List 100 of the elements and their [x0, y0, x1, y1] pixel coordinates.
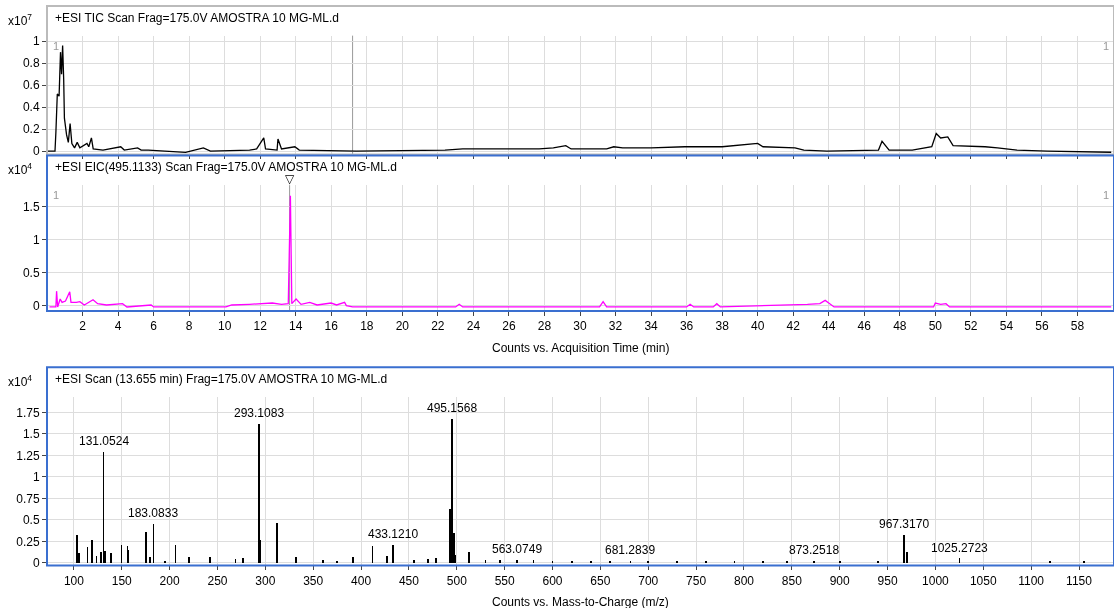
- bar: [76, 535, 78, 564]
- y-tick-label: 1.5: [22, 427, 40, 442]
- x-tick-label: 30: [573, 319, 587, 334]
- bar: [386, 556, 388, 564]
- bar: [590, 561, 592, 564]
- bar: [295, 557, 297, 564]
- annotation: 967.3170: [879, 517, 930, 531]
- bar: [242, 558, 244, 564]
- x-tick-label: 58: [1070, 319, 1085, 334]
- x-tick-label: 2: [79, 319, 87, 334]
- annotation: 1: [53, 189, 60, 201]
- x-tick-label: 38: [715, 319, 730, 334]
- x-tick-label: 300: [255, 573, 276, 588]
- x-axis-title: Counts vs. Mass-to-Charge (m/z): [492, 595, 669, 608]
- y-tick-label: 0.5: [22, 265, 40, 280]
- bar: [786, 561, 788, 564]
- bar: [145, 532, 147, 564]
- y-tick-label: 0.5: [22, 513, 40, 528]
- y-tick-label: 0.8: [22, 56, 40, 71]
- y-tick-label: 0.25: [16, 534, 40, 549]
- x-tick-label: 400: [351, 573, 372, 588]
- bar: [322, 560, 324, 564]
- x-tick-label: 42: [786, 319, 801, 334]
- x-tick-label: 600: [542, 573, 563, 588]
- y-tick-label: 0: [32, 298, 40, 313]
- x-tick-label: 18: [360, 319, 374, 334]
- bar: [427, 559, 429, 564]
- bar: [164, 561, 166, 564]
- bar: [276, 523, 278, 564]
- x-tick-label: 800: [733, 573, 755, 588]
- bar: [647, 561, 649, 564]
- annotation: ▽: [285, 172, 295, 186]
- bar: [813, 561, 815, 564]
- annotation: 183.0833: [128, 506, 179, 520]
- x-tick-label: 100: [63, 573, 85, 588]
- x-tick-label: 14: [289, 319, 303, 334]
- y-tick-label: 0.2: [22, 122, 40, 137]
- bar: [609, 561, 611, 564]
- x-tick-label: 56: [1035, 319, 1049, 334]
- bar: [468, 552, 470, 564]
- x-tick-label: 24: [466, 319, 481, 334]
- bar: [676, 561, 678, 564]
- x-tick-label: 1050: [969, 573, 997, 588]
- annotation: 1: [1103, 189, 1110, 201]
- x-tick-label: 40: [750, 319, 765, 334]
- bar: [839, 561, 841, 564]
- x-tick-label: 1150: [1066, 573, 1093, 588]
- annotation: 495.1568: [427, 401, 478, 415]
- bar: [705, 561, 707, 564]
- bar: [110, 553, 112, 564]
- bar: [499, 560, 501, 564]
- annotation: 1: [53, 40, 60, 52]
- bar: [352, 557, 354, 564]
- y-tick-label: 1.5: [22, 200, 40, 215]
- annotation: 293.1083: [234, 406, 285, 420]
- bar: [91, 540, 93, 564]
- bar: [1049, 561, 1051, 564]
- annotation: 433.1210: [368, 527, 419, 541]
- x-tick-label: 12: [253, 319, 268, 334]
- annotation: 1: [1103, 40, 1110, 52]
- x-tick-label: 10: [217, 319, 232, 334]
- y-tick-label: 0.6: [22, 78, 40, 93]
- x-tick-label: 48: [893, 319, 907, 334]
- bar: [762, 561, 764, 564]
- y-axis-title: x10$^{7}$: [8, 12, 33, 29]
- y-tick-label: 1: [32, 34, 40, 49]
- line-series: [47, 44, 1112, 153]
- bar: [877, 561, 879, 564]
- bar: [571, 561, 573, 564]
- x-tick-label: 450: [398, 573, 420, 588]
- x-tick-label: 850: [781, 573, 803, 588]
- x-tick-label: 150: [111, 573, 133, 588]
- x-tick-label: 8: [185, 319, 193, 334]
- x-tick-label: 4: [114, 319, 122, 334]
- chart-title: +ESI TIC Scan Frag=175.0V AMOSTRA 10 MG-ML.d: [55, 11, 339, 25]
- x-tick-label: 46: [857, 319, 872, 334]
- annotation: 873.2518: [789, 543, 840, 557]
- annotation: 131.0524: [79, 434, 130, 448]
- x-tick-label: 34: [644, 319, 659, 334]
- bar: [516, 560, 518, 564]
- bar: [392, 545, 394, 564]
- x-tick-label: 350: [303, 573, 324, 588]
- x-tick-label: 22: [431, 319, 445, 334]
- y-tick-label: 1.75: [16, 405, 40, 420]
- chart-title: +ESI EIC(495.1133) Scan Frag=175.0V AMOSTRA 10 MG-ML.d: [55, 160, 397, 174]
- x-axis-title: Counts vs. Acquisition Time (min): [492, 341, 670, 355]
- bar: [1083, 561, 1085, 564]
- y-tick-label: 0.4: [22, 100, 40, 115]
- y-tick-label: 0.75: [16, 491, 40, 506]
- bar: [188, 557, 190, 564]
- bar: [435, 558, 437, 564]
- x-tick-label: 16: [324, 319, 339, 334]
- x-tick-label: 50: [928, 319, 943, 334]
- bar: [413, 560, 415, 564]
- x-tick-label: 1000: [922, 573, 950, 588]
- bar: [209, 557, 211, 564]
- x-tick-label: 900: [829, 573, 851, 588]
- x-tick-label: 54: [999, 319, 1014, 334]
- x-tick-label: 6: [150, 319, 158, 334]
- annotation: 681.2839: [605, 543, 656, 557]
